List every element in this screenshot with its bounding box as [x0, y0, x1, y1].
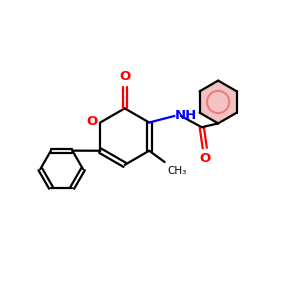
- Text: O: O: [86, 115, 97, 128]
- Text: CH₃: CH₃: [168, 166, 187, 176]
- Text: O: O: [199, 152, 210, 165]
- Text: NH: NH: [175, 110, 197, 122]
- Polygon shape: [200, 81, 237, 123]
- Text: O: O: [119, 70, 130, 83]
